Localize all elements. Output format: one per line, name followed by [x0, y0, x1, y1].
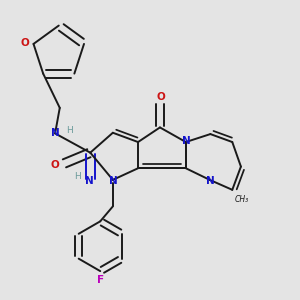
Text: N: N	[206, 176, 215, 185]
Text: N: N	[51, 128, 59, 138]
Text: N: N	[85, 176, 94, 185]
Text: O: O	[51, 160, 59, 170]
Text: O: O	[20, 38, 29, 48]
Text: H: H	[74, 172, 80, 181]
Text: N: N	[110, 176, 118, 185]
Text: O: O	[157, 92, 166, 102]
Text: N: N	[182, 136, 191, 146]
Text: CH₃: CH₃	[235, 195, 249, 204]
Text: H: H	[66, 126, 72, 135]
Text: F: F	[97, 275, 104, 285]
